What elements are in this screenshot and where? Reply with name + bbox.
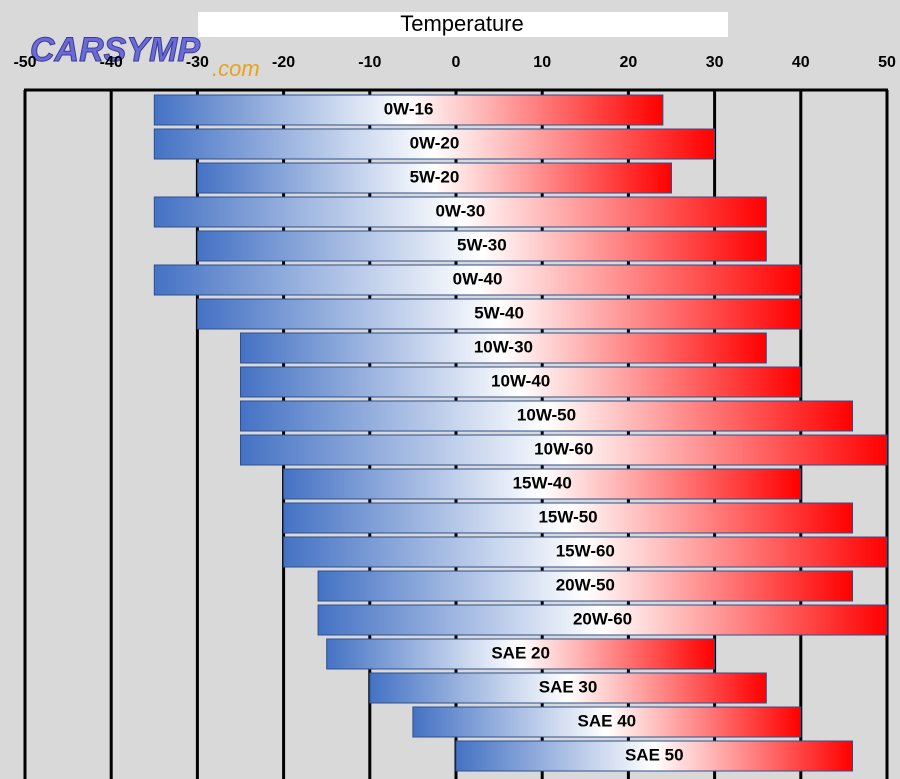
x-tick-label: -20 bbox=[272, 54, 295, 71]
bar bbox=[240, 332, 767, 364]
bar-label: 5W-20 bbox=[410, 167, 460, 186]
logo-suffix: .com bbox=[212, 56, 260, 81]
bar bbox=[455, 740, 854, 772]
bar-label: SAE 40 bbox=[578, 711, 637, 730]
bar-label: 10W-60 bbox=[534, 439, 593, 458]
bar-label: 5W-30 bbox=[457, 235, 507, 254]
bar bbox=[283, 502, 854, 534]
bar-label: 10W-50 bbox=[517, 405, 576, 424]
bar bbox=[326, 638, 716, 670]
bar bbox=[317, 604, 888, 636]
bar bbox=[196, 230, 767, 262]
x-tick-label: 0 bbox=[452, 54, 461, 71]
bar-label: 15W-60 bbox=[556, 541, 615, 560]
bar bbox=[196, 298, 802, 330]
x-tick-label: 50 bbox=[878, 54, 896, 71]
logo: CARSYMP bbox=[30, 31, 200, 69]
x-tick-label: 40 bbox=[792, 54, 810, 71]
bar-label: 20W-60 bbox=[573, 609, 632, 628]
bar-label: 15W-50 bbox=[538, 507, 597, 526]
bar-label: 10W-40 bbox=[491, 371, 550, 390]
bar bbox=[196, 162, 672, 194]
bar bbox=[240, 434, 888, 466]
bar bbox=[153, 264, 802, 296]
bar-label: 15W-40 bbox=[513, 473, 572, 492]
bar-label: 0W-30 bbox=[435, 201, 485, 220]
bar-label: SAE 30 bbox=[539, 677, 598, 696]
bar bbox=[153, 128, 716, 160]
bar-label: 20W-50 bbox=[556, 575, 615, 594]
bar-label: 5W-40 bbox=[474, 303, 524, 322]
x-tick-label: -30 bbox=[186, 54, 209, 71]
x-tick-label: -40 bbox=[100, 54, 123, 71]
title-box bbox=[198, 12, 728, 37]
bar bbox=[369, 672, 767, 704]
x-tick-label: 30 bbox=[706, 54, 724, 71]
bar-label: 0W-40 bbox=[453, 269, 503, 288]
bar-label: 0W-16 bbox=[384, 99, 434, 118]
bar bbox=[283, 468, 802, 500]
bar bbox=[283, 536, 888, 568]
bar bbox=[240, 366, 802, 398]
x-tick-label: -10 bbox=[358, 54, 381, 71]
bar bbox=[240, 400, 854, 432]
bar bbox=[153, 94, 664, 126]
x-tick-label: 20 bbox=[620, 54, 638, 71]
chart-title: Temperature bbox=[400, 11, 524, 36]
x-tick-label: 10 bbox=[533, 54, 551, 71]
bar bbox=[412, 706, 802, 738]
bar bbox=[317, 570, 854, 602]
x-tick-label: -50 bbox=[13, 54, 36, 71]
bar bbox=[153, 196, 767, 228]
bar-label: 10W-30 bbox=[474, 337, 533, 356]
bar-label: 0W-20 bbox=[410, 133, 460, 152]
bar-label: SAE 20 bbox=[491, 643, 550, 662]
bar-label: SAE 50 bbox=[625, 745, 684, 764]
